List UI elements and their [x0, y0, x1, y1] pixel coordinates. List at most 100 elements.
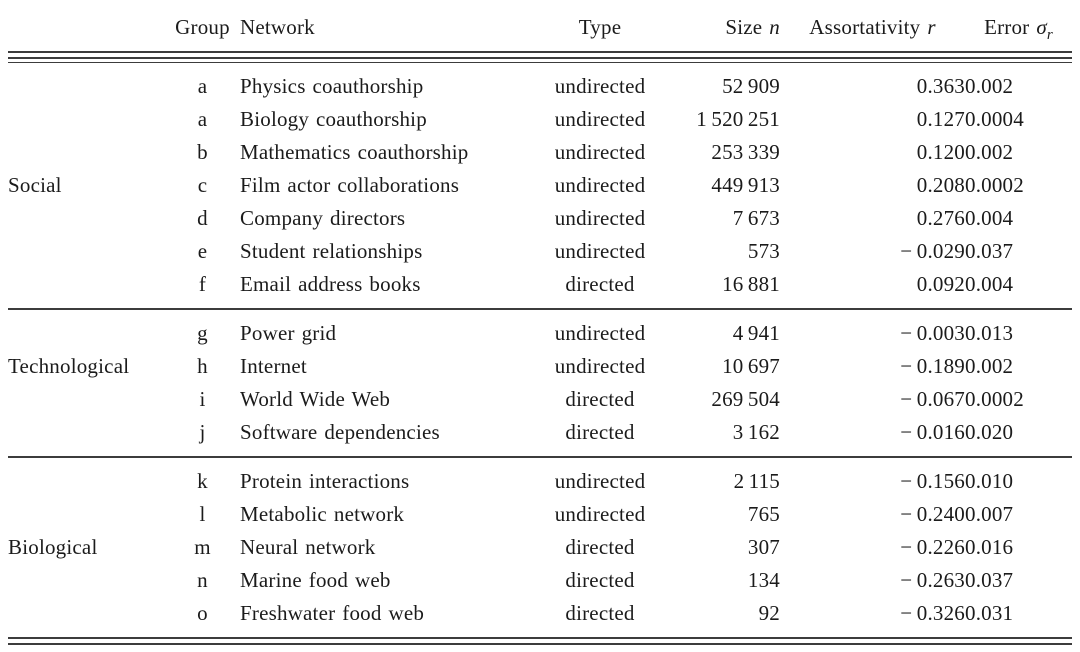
- assortativity-cell: − 0.003: [900, 320, 965, 345]
- category-label: Biological: [8, 534, 98, 559]
- category-label: Technological: [8, 353, 130, 378]
- assortativity-cell: 0.127: [916, 106, 965, 131]
- category-cell: [8, 136, 165, 169]
- network-cell: Protein interactions: [240, 468, 410, 493]
- category-cell: [8, 103, 165, 136]
- group-cell: h: [197, 353, 208, 378]
- size-cell: 16 881: [722, 271, 780, 296]
- category-label: Social: [8, 172, 62, 197]
- sigma-subscript: r: [1046, 27, 1053, 44]
- category-cell: [8, 268, 165, 309]
- assortativity-cell: − 0.189: [900, 353, 965, 378]
- section-social: a Physics coauthorship undirected 52 909 0.3…: [8, 62, 1072, 309]
- size-cell: 573: [747, 238, 780, 263]
- type-cell: undirected: [554, 73, 646, 98]
- error-cell: 0.0004: [965, 106, 1024, 131]
- network-cell: Software dependencies: [240, 419, 440, 444]
- type-cell: undirected: [554, 468, 646, 493]
- category-column-header: [8, 4, 165, 52]
- size-cell: 3 162: [732, 419, 780, 444]
- error-cell: 0.016: [965, 534, 1014, 559]
- group-cell: a: [197, 73, 208, 98]
- col-header-assortativity: Assortativity r: [780, 4, 965, 52]
- assortativity-cell: − 0.240: [900, 501, 965, 526]
- size-cell: 10 697: [722, 353, 780, 378]
- error-cell: 0.037: [965, 238, 1014, 263]
- group-cell: g: [197, 320, 208, 345]
- category-cell: [8, 235, 165, 268]
- assortativity-cell: − 0.067: [900, 386, 965, 411]
- group-cell: o: [197, 600, 208, 625]
- table-row: i World Wide Web directed 269 504 − 0.067 0.0…: [8, 383, 1072, 416]
- network-cell: Physics coauthorship: [240, 73, 424, 98]
- size-cell: 52 909: [722, 73, 780, 98]
- assortativity-cell: 0.208: [916, 172, 965, 197]
- category-cell: [8, 62, 165, 103]
- error-cell: 0.002: [965, 73, 1014, 98]
- bottom-double-rule: [8, 636, 1072, 645]
- assortativity-cell: − 0.326: [900, 600, 965, 625]
- error-cell: 0.002: [965, 139, 1014, 164]
- table-row: l Metabolic network undirected 765 − 0.240 0.…: [8, 498, 1072, 531]
- error-cell: 0.0002: [965, 386, 1024, 411]
- assortativity-cell: − 0.156: [900, 468, 965, 493]
- network-cell: World Wide Web: [240, 386, 391, 411]
- error-cell: 0.037: [965, 567, 1014, 592]
- network-cell: Film actor collaborations: [240, 172, 460, 197]
- assortativity-table: Group Network Type Size n Assortativity …: [8, 4, 1072, 645]
- header-row: Group Network Type Size n Assortativity …: [8, 4, 1072, 52]
- table-row: a Biology coauthorship undirected 1 520 251…: [8, 103, 1072, 136]
- category-cell: [8, 564, 165, 597]
- top-double-rule: [8, 51, 1072, 59]
- size-cell: 92: [758, 600, 780, 625]
- size-cell: 449 913: [711, 172, 780, 197]
- group-cell: n: [197, 567, 208, 592]
- error-cell: 0.010: [965, 468, 1014, 493]
- type-cell: undirected: [554, 205, 646, 230]
- category-cell: [8, 416, 165, 457]
- col-header-error: Error σr: [965, 4, 1072, 52]
- col-header-network-label: Network: [240, 15, 315, 39]
- error-cell: 0.020: [965, 419, 1014, 444]
- table-row: a Physics coauthorship undirected 52 909 0.3…: [8, 62, 1072, 103]
- type-cell: undirected: [554, 501, 646, 526]
- category-cell: [8, 310, 165, 350]
- assortativity-cell: − 0.029: [900, 238, 965, 263]
- size-cell: 307: [747, 534, 780, 559]
- col-header-assortativity-label: Assortativity: [809, 15, 921, 39]
- type-cell: undirected: [554, 172, 646, 197]
- network-cell: Power grid: [240, 320, 337, 345]
- col-header-network: Network: [240, 4, 540, 52]
- error-cell: 0.002: [965, 353, 1014, 378]
- type-cell: directed: [565, 600, 635, 625]
- assortativity-symbol: r: [927, 15, 936, 39]
- size-symbol: n: [769, 15, 780, 39]
- header-rule: [8, 57, 1072, 63]
- group-cell: c: [197, 172, 208, 197]
- table-row: Technological h Internet undirected 10 697 − …: [8, 350, 1072, 383]
- error-cell: 0.007: [965, 501, 1014, 526]
- error-cell: 0.004: [965, 271, 1014, 296]
- network-cell: Marine food web: [240, 567, 391, 592]
- size-cell: 253 339: [711, 139, 780, 164]
- group-cell: j: [199, 419, 206, 444]
- type-cell: directed: [565, 386, 635, 411]
- network-cell: Biology coauthorship: [240, 106, 427, 131]
- network-cell: Freshwater food web: [240, 600, 425, 625]
- category-cell: [8, 458, 165, 498]
- category-cell: [8, 597, 165, 638]
- table-row: g Power grid undirected 4 941 − 0.003 0.013: [8, 310, 1072, 350]
- network-cell: Email address books: [240, 271, 421, 296]
- error-cell: 0.013: [965, 320, 1014, 345]
- assortativity-cell: − 0.226: [900, 534, 965, 559]
- error-cell: 0.031: [965, 600, 1014, 625]
- network-cell: Company directors: [240, 205, 406, 230]
- group-cell: d: [197, 205, 208, 230]
- assortativity-cell: − 0.263: [900, 567, 965, 592]
- type-cell: directed: [565, 567, 635, 592]
- category-cell: [8, 383, 165, 416]
- group-cell: b: [197, 139, 208, 164]
- type-cell: directed: [565, 534, 635, 559]
- col-header-error-label: Error: [984, 15, 1030, 39]
